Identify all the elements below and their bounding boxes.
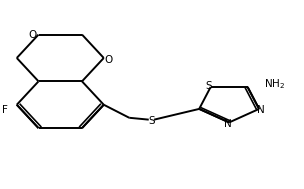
Text: O: O: [104, 55, 112, 65]
Text: N: N: [257, 105, 264, 115]
Text: N: N: [224, 119, 232, 129]
Text: O: O: [28, 30, 37, 40]
Text: S: S: [148, 115, 155, 125]
Text: NH$_2$: NH$_2$: [264, 77, 285, 91]
Text: F: F: [2, 105, 8, 115]
Text: S: S: [206, 81, 212, 91]
